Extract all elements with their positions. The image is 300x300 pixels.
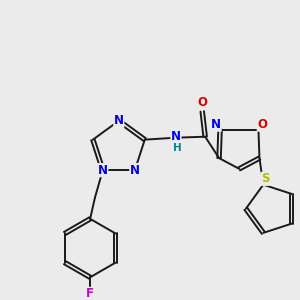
Text: N: N [98, 164, 108, 177]
Text: H: H [172, 143, 181, 153]
Text: S: S [261, 172, 269, 185]
Text: N: N [114, 114, 124, 127]
Text: O: O [257, 118, 267, 131]
Text: N: N [211, 118, 221, 131]
Text: F: F [86, 287, 94, 300]
Text: N: N [171, 130, 181, 143]
Text: N: N [130, 164, 140, 177]
Text: O: O [197, 96, 207, 109]
